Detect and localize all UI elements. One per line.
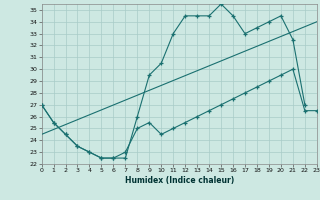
X-axis label: Humidex (Indice chaleur): Humidex (Indice chaleur): [124, 176, 234, 185]
